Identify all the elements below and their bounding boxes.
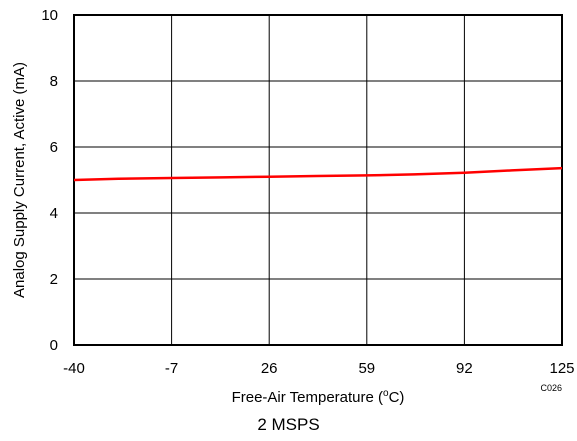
x-tick-label: 26 [261,360,278,377]
y-tick-label: 0 [50,337,58,354]
x-axis-label-superscript: o [383,388,389,399]
y-tick-label: 6 [50,139,58,156]
chart-caption: 2 MSPS [257,415,320,434]
figure-code: C026 [540,383,562,393]
grid-lines [74,15,562,345]
x-tick-label: 125 [549,360,574,377]
y-tick-label: 10 [41,7,58,24]
x-tick-label: -7 [165,360,178,377]
y-axis-label: Analog Supply Current, Active (mA) [11,62,28,298]
series-lines [73,166,563,182]
y-tick-labels: 0 2 4 6 8 10 [41,7,58,354]
x-tick-label: -40 [63,360,85,377]
plot-frame [73,14,563,346]
x-tick-label: 92 [456,360,473,377]
y-tick-label: 2 [50,271,58,288]
x-axis-label: Free-Air Temperature (oC) [232,388,405,406]
x-tick-label: 59 [358,360,375,377]
x-tick-labels: -40 -7 26 59 92 125 [63,360,574,377]
series-line [73,166,563,182]
y-tick-label: 8 [50,73,58,90]
y-tick-label: 4 [50,205,58,222]
